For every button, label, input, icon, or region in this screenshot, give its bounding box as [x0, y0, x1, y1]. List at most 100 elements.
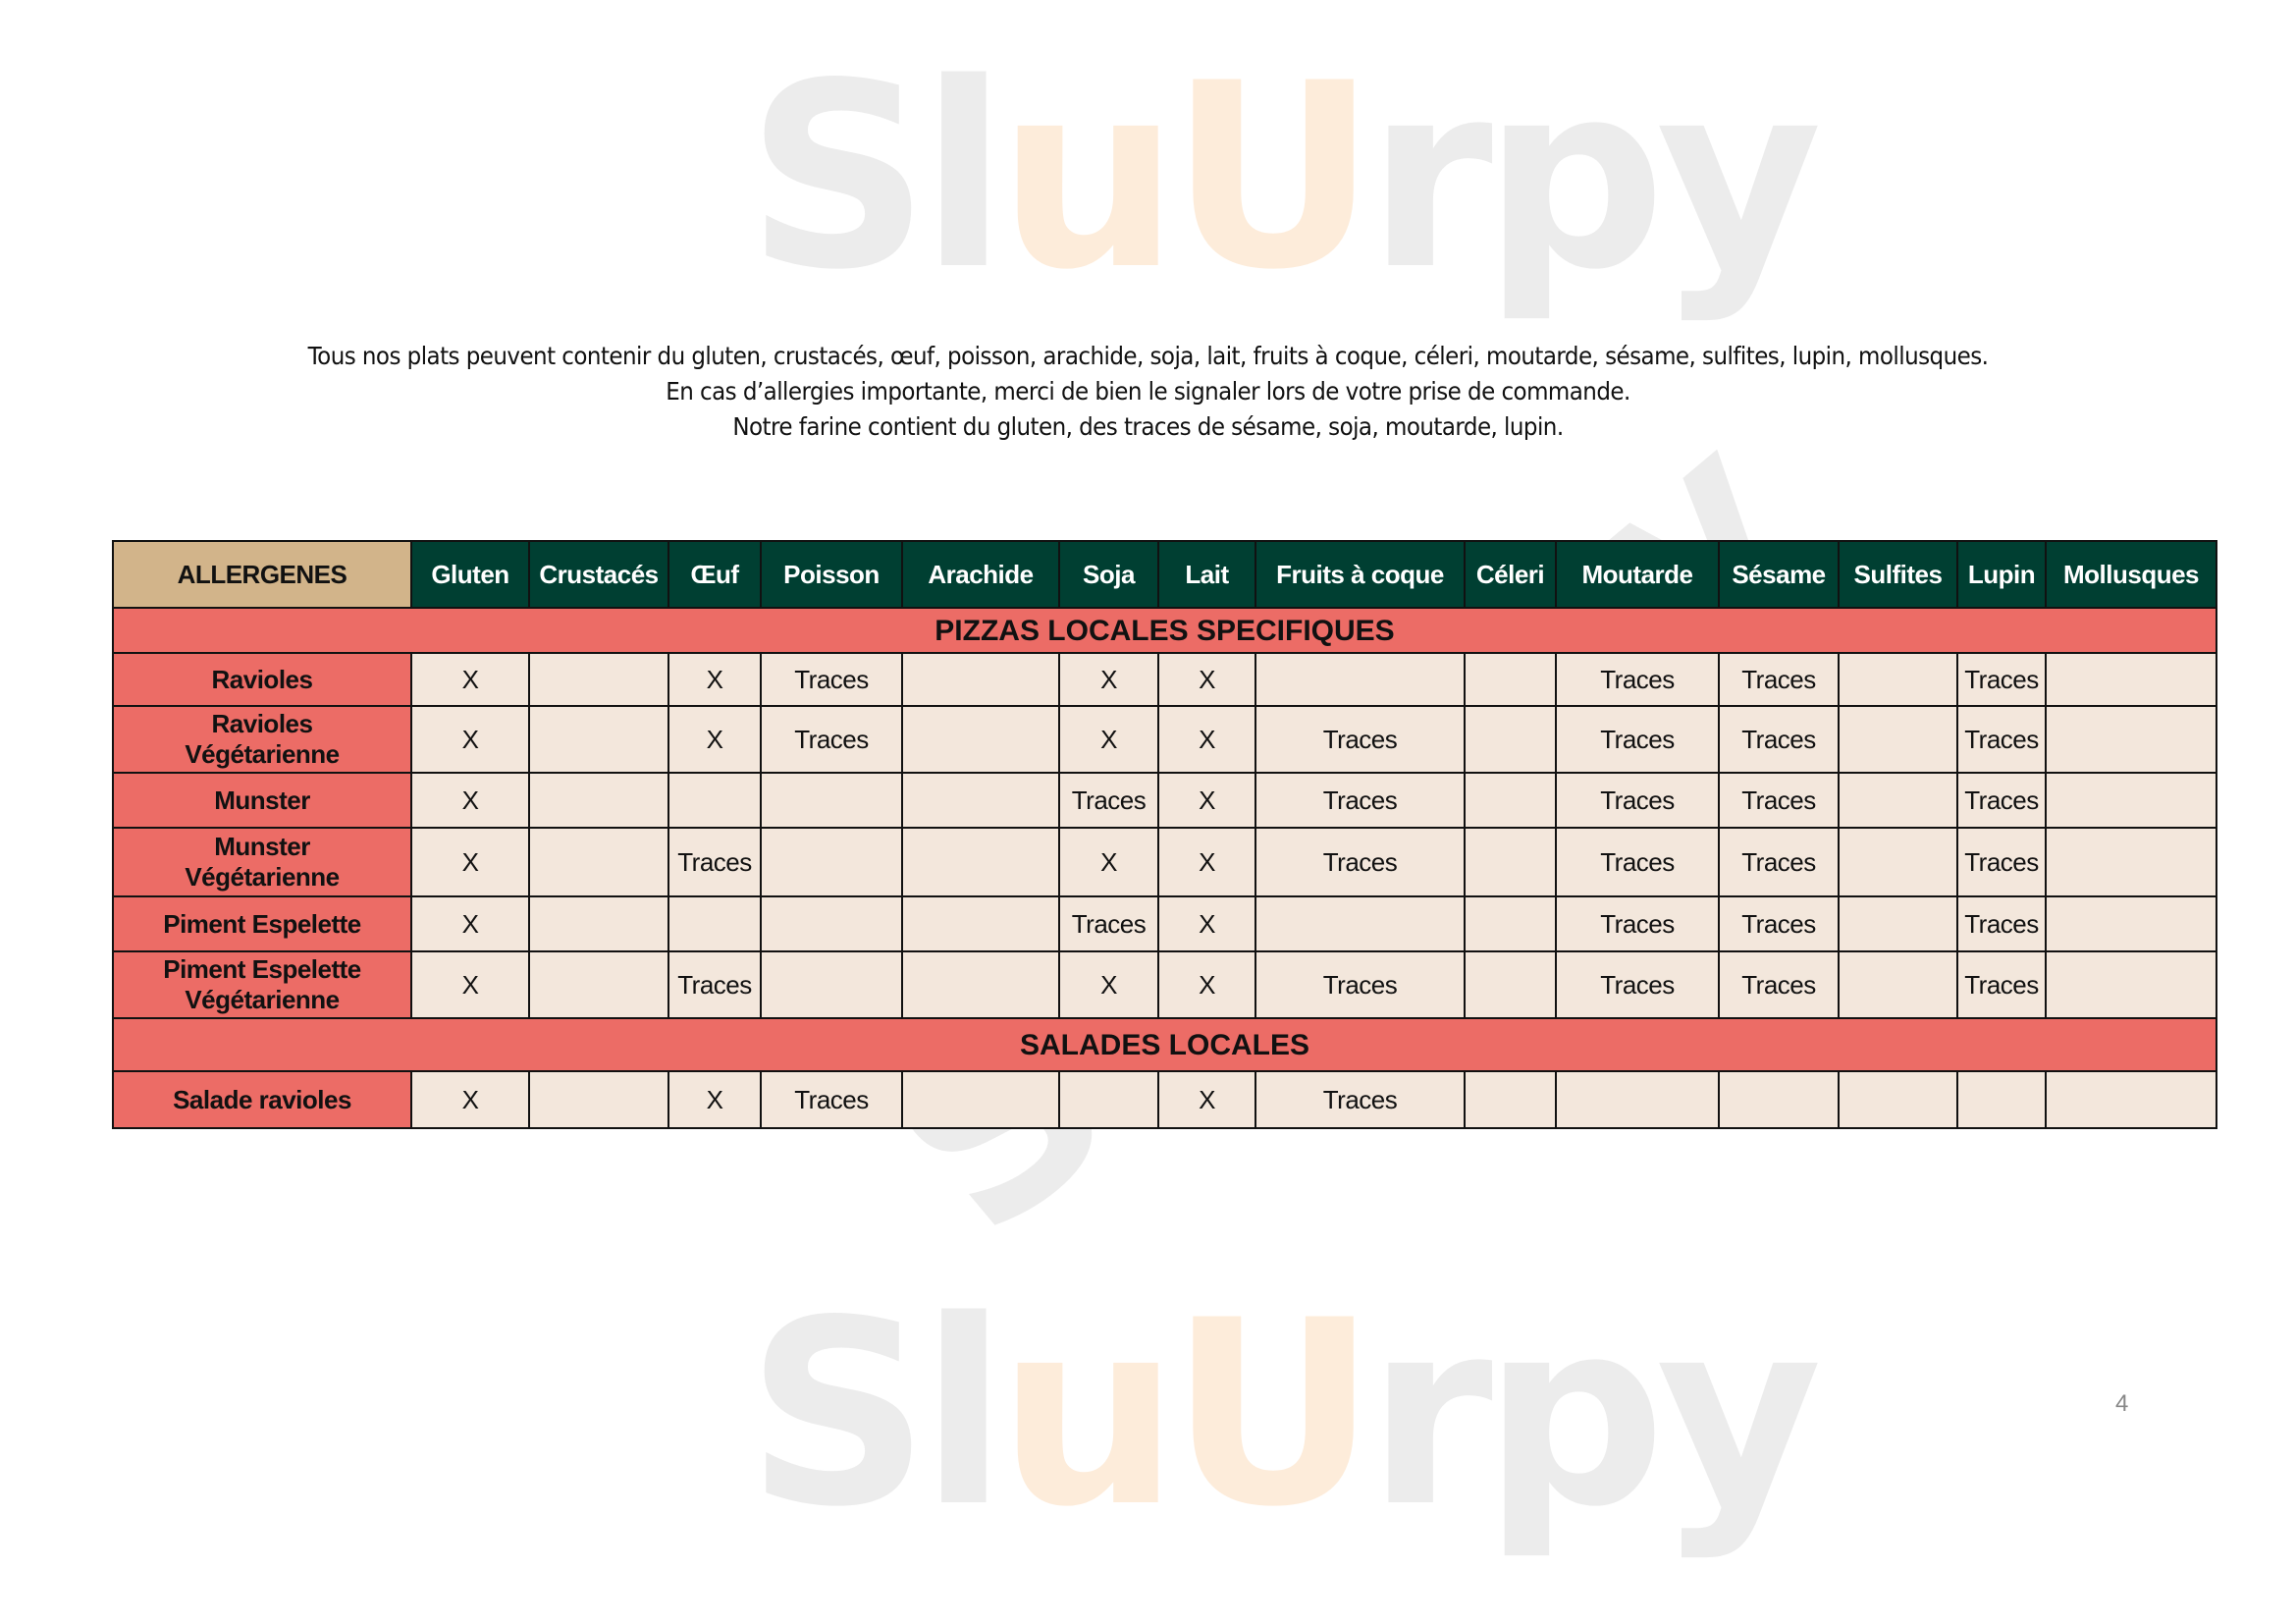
table-row: Ravioles Végétarienne X X Traces X X Traces Trac… [112, 705, 2217, 774]
dish-name: Munster Végétarienne [112, 827, 412, 897]
allergen-cell: X [1157, 827, 1256, 897]
allergen-cell [528, 1070, 669, 1129]
allergen-cell [1464, 652, 1557, 707]
allergen-cell [1718, 1070, 1840, 1129]
allergen-cell [1464, 827, 1557, 897]
allergen-cell: X [1058, 950, 1159, 1019]
dish-name-line: Munster [214, 785, 310, 815]
allergen-cell [1255, 895, 1466, 952]
allergen-cell [901, 1070, 1060, 1129]
dish-name-line: Végétarienne [185, 739, 340, 769]
allergen-cell: Traces [1555, 772, 1720, 829]
allergy-notice: Tous nos plats peuvent contenir du glute… [0, 339, 2296, 445]
dish-name-line: Ravioles [211, 709, 313, 738]
column-header: Sésame [1718, 540, 1840, 609]
dish-name: Munster [112, 772, 412, 829]
notice-line: En cas d’allergies importante, merci de … [666, 377, 1630, 406]
column-header: Moutarde [1555, 540, 1720, 609]
allergen-cell [1464, 895, 1557, 952]
dish-name: Piment Espelette [112, 895, 412, 952]
dish-name-line: Piment Espelette [163, 954, 361, 984]
column-header: Sulfites [1838, 540, 1958, 609]
allergen-cell [901, 895, 1060, 952]
allergen-cell: Traces [760, 705, 903, 774]
dish-name-line: Salade ravioles [173, 1084, 351, 1114]
section-title: SALADES LOCALES [112, 1017, 2217, 1072]
column-header: Œuf [667, 540, 762, 609]
allergen-cell [528, 652, 669, 707]
allergen-cell [2045, 772, 2217, 829]
dish-name-line: Ravioles [211, 664, 313, 694]
allergen-cell [1838, 705, 1958, 774]
allergen-cell: Traces [1956, 705, 2047, 774]
allergen-cell [901, 652, 1060, 707]
allergen-cell: Traces [760, 652, 903, 707]
allergen-cell [1058, 1070, 1159, 1129]
column-header-allergenes: ALLERGENES [112, 540, 412, 609]
allergen-cell: Traces [1718, 895, 1840, 952]
allergen-cell: X [1058, 827, 1159, 897]
allergen-cell: X [1058, 705, 1159, 774]
table-row: Munster X Traces X Traces Traces Traces Traces [112, 772, 2217, 829]
allergen-cell: Traces [1956, 950, 2047, 1019]
column-header: Lait [1157, 540, 1256, 609]
allergen-cell: Traces [1555, 950, 1720, 1019]
allergen-cell: X [410, 652, 530, 707]
dish-name: Piment Espelette Végétarienne [112, 950, 412, 1019]
allergen-cell: Traces [1255, 950, 1466, 1019]
allergen-cell [901, 705, 1060, 774]
column-header: Soja [1058, 540, 1159, 609]
allergen-cell [528, 827, 669, 897]
allergen-cell [760, 895, 903, 952]
allergen-cell [1838, 827, 1958, 897]
allergen-cell: X [410, 772, 530, 829]
allergen-cell: X [410, 950, 530, 1019]
allergen-cell [667, 772, 762, 829]
allergen-cell [528, 772, 669, 829]
allergen-cell [2045, 950, 2217, 1019]
column-header: Céleri [1464, 540, 1557, 609]
allergen-cell [2045, 895, 2217, 952]
allergen-cell: X [1157, 895, 1256, 952]
allergen-cell [2045, 1070, 2217, 1129]
table-row: Ravioles X X Traces X X Traces Traces Traces [112, 652, 2217, 707]
allergen-cell: X [410, 1070, 530, 1129]
table-row: Piment Espelette X Traces X Traces Traces Trac… [112, 895, 2217, 952]
allergen-cell [528, 705, 669, 774]
allergen-cell [2045, 827, 2217, 897]
table-row: Salade ravioles X X Traces X Traces [112, 1070, 2217, 1129]
dish-name-line: Végétarienne [185, 985, 340, 1014]
allergen-cell: Traces [1956, 827, 2047, 897]
allergen-cell: Traces [1718, 772, 1840, 829]
allergen-cell [1464, 950, 1557, 1019]
watermark-logo: SluUrpy [746, 29, 1822, 326]
dish-name-line: Piment Espelette [163, 908, 361, 939]
allergen-cell [1956, 1070, 2047, 1129]
column-header: Crustacés [528, 540, 669, 609]
table-row: Munster Végétarienne X Traces X X Traces Traces… [112, 827, 2217, 897]
allergen-cell: X [667, 652, 762, 707]
allergen-cell [760, 772, 903, 829]
column-header: Lupin [1956, 540, 2047, 609]
allergen-cell: X [1157, 950, 1256, 1019]
notice-line: Tous nos plats peuvent contenir du glute… [307, 342, 1989, 370]
allergen-cell: Traces [1555, 895, 1720, 952]
allergen-cell [901, 827, 1060, 897]
column-header: Mollusques [2045, 540, 2217, 609]
allergen-cell: Traces [1555, 827, 1720, 897]
allergen-cell [1838, 1070, 1958, 1129]
allergen-cell: X [1157, 772, 1256, 829]
allergen-cell: Traces [1255, 705, 1466, 774]
allergen-cell [1464, 1070, 1557, 1129]
allergen-cell [528, 950, 669, 1019]
allergen-cell: Traces [667, 950, 762, 1019]
notice-line: Notre farine contient du gluten, des tra… [732, 412, 1564, 441]
allergen-cell [901, 772, 1060, 829]
allergen-cell: X [667, 1070, 762, 1129]
allergen-cell: X [1157, 652, 1256, 707]
dish-name-line: Végétarienne [185, 862, 340, 892]
allergen-cell: X [410, 895, 530, 952]
allergen-cell: X [410, 827, 530, 897]
column-header: Arachide [901, 540, 1060, 609]
allergen-cell [1838, 950, 1958, 1019]
